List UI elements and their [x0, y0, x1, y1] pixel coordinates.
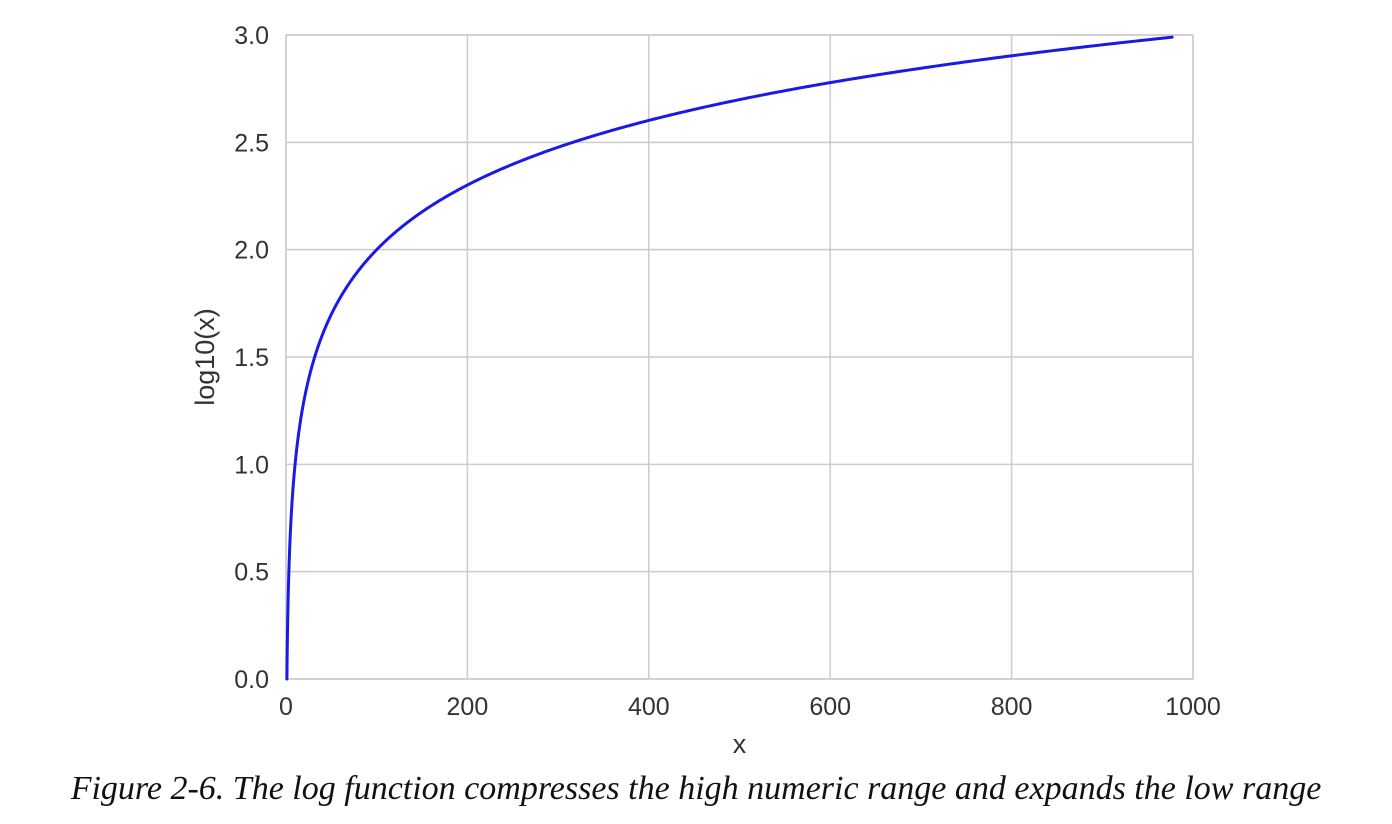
- series-line: [285, 35, 1174, 681]
- x-tick-label: 1000: [1165, 693, 1221, 721]
- y-tick-label: 1.0: [234, 451, 269, 479]
- x-tick-label: 600: [809, 693, 851, 721]
- y-tick-label: 0.5: [234, 559, 269, 587]
- x-axis-label: x: [733, 729, 747, 759]
- x-tick-label: 400: [628, 693, 670, 721]
- figure-caption: Figure 2-6. The log function compresses …: [70, 770, 1322, 807]
- y-tick-label: 0.0: [234, 666, 269, 694]
- grid: [285, 34, 1194, 680]
- x-tick-labels: 0 200 400 600 800 1000: [279, 693, 1221, 721]
- y-tick-label: 1.5: [234, 344, 269, 372]
- plot-frame: [285, 34, 1194, 680]
- y-tick-label: 2.5: [234, 129, 269, 157]
- y-axis-label: log10(x): [190, 308, 220, 406]
- y-tick-label: 3.0: [234, 22, 269, 50]
- series-layer: [285, 35, 1174, 681]
- y-tick-label: 2.0: [234, 237, 269, 265]
- x-tick-label: 200: [447, 693, 489, 721]
- x-tick-label: 800: [991, 693, 1033, 721]
- x-tick-label: 0: [279, 693, 293, 721]
- y-tick-labels: 0.0 0.5 1.0 1.5 2.0 2.5 3.0: [234, 22, 269, 694]
